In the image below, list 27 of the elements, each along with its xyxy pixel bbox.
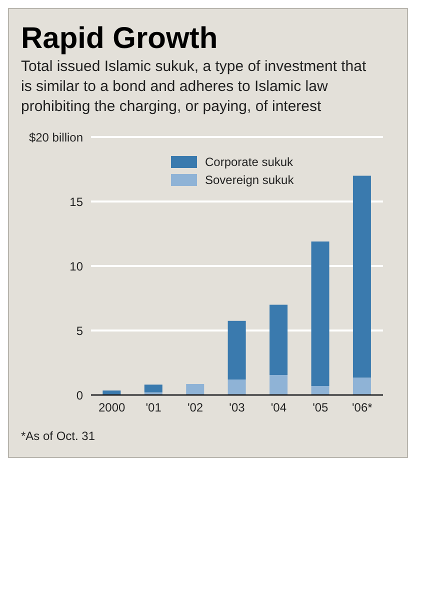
text: *As of Oct. 31: [21, 429, 96, 443]
x-tick-label: '06*: [352, 400, 373, 415]
bar: [311, 386, 330, 395]
bar: [270, 304, 288, 376]
x-tick-label: '04: [270, 400, 287, 415]
chart-subtitle: Total issued Islamic sukuk, a type of investment that is similar to a bond and adheres to Islamic law prohibiting the charging, or paying, of interest: [21, 57, 368, 117]
x-tick-label: '01: [146, 400, 162, 415]
y-tick-label: $20 billion: [28, 130, 83, 144]
y-tick-label: 15: [70, 194, 84, 209]
bar: [311, 241, 330, 386]
legend-label: Sovereign sukuk: [205, 173, 294, 187]
bar: [270, 375, 288, 395]
bar: [352, 378, 371, 395]
x-tick-label: 2000: [98, 400, 126, 415]
y-tick-label: 0: [76, 388, 84, 402]
x-tick-label: '03: [229, 400, 246, 415]
x-tick-label: '05: [312, 400, 329, 415]
bar: [186, 384, 204, 395]
bar: [144, 384, 162, 392]
x-tick-label: '02: [187, 400, 204, 415]
legend-label: Corporate sukuk: [205, 155, 294, 169]
y-tick-label: 10: [70, 259, 84, 274]
y-tick-label: 5: [76, 324, 84, 338]
chart-title: Rapid Growth: [21, 22, 219, 55]
bar: [228, 320, 246, 380]
bar: [228, 380, 246, 395]
bar: [352, 176, 371, 378]
